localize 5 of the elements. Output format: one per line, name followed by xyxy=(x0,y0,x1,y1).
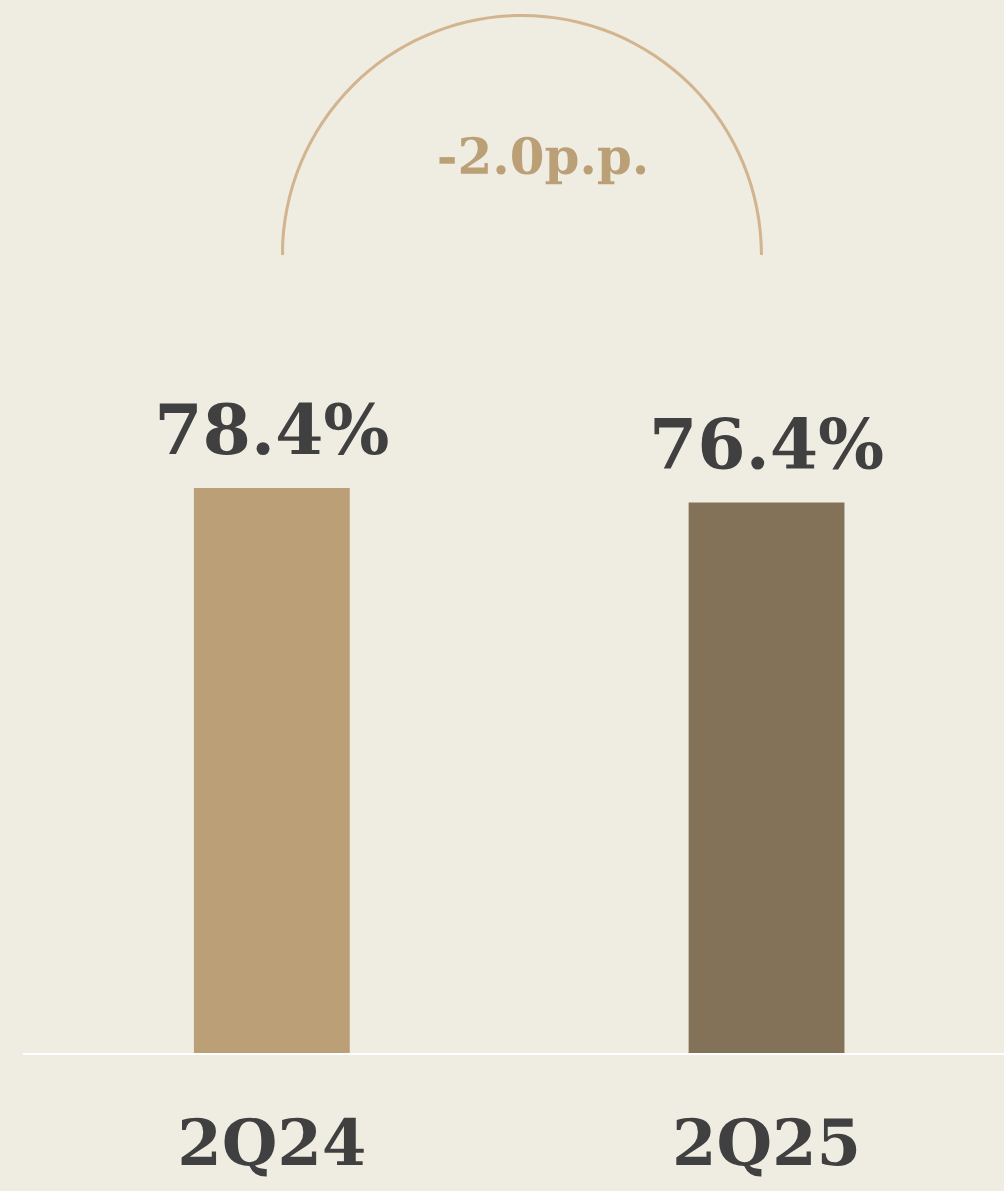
data-label: 76.4% xyxy=(654,417,883,470)
data-label: 78.4% xyxy=(159,402,388,456)
x-tick-label: 2Q24 xyxy=(181,1117,364,1177)
x-tick-label: 2Q25 xyxy=(676,1117,857,1177)
text: -2.0p.p. xyxy=(439,136,646,185)
